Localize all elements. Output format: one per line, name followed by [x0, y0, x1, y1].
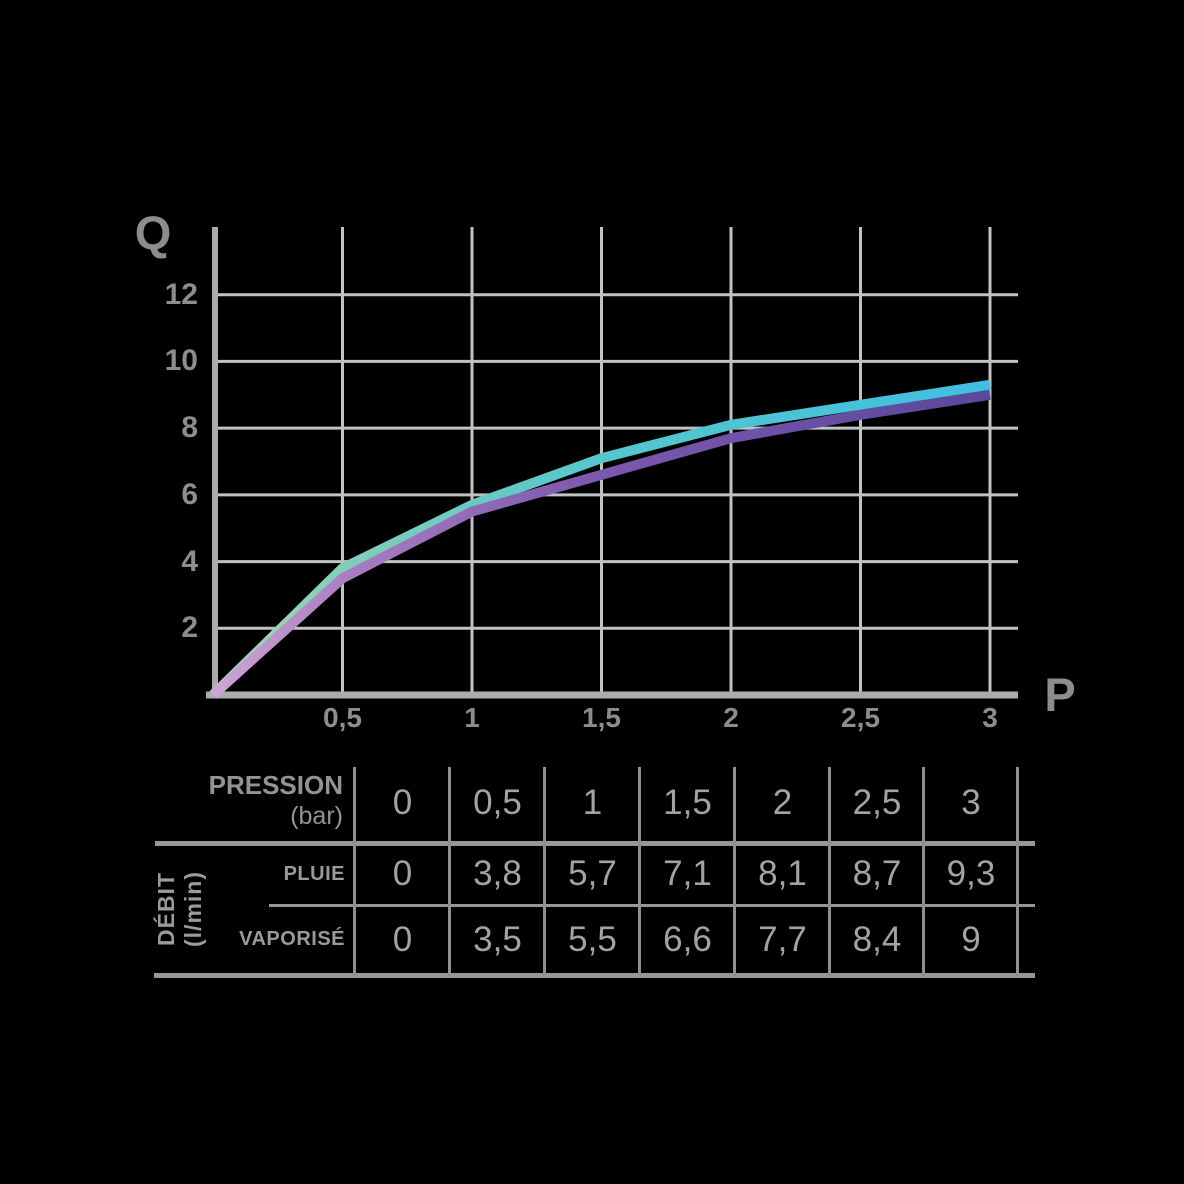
row-label-pluie: PLUIE: [283, 862, 345, 885]
x-tick-label: 1,5: [582, 702, 621, 733]
flow-value-cell: 5,5: [568, 919, 617, 959]
flow-value-cell: 3,5: [473, 919, 522, 959]
pressure-value-cell: 3: [961, 783, 981, 822]
axes: [206, 227, 1018, 699]
series-line-pluie: [209, 379, 991, 699]
table-column-border: [922, 767, 925, 977]
table-header-underline: [155, 841, 1035, 846]
table-column-border: [638, 767, 641, 977]
flow-value-cell: 8,7: [852, 854, 902, 893]
table-column-border: [543, 767, 546, 977]
x-tick-label: 3: [982, 702, 998, 733]
x-tick-label: 1: [464, 702, 480, 733]
pressure-value-cell: 1: [582, 783, 603, 822]
y-tick-label: 6: [181, 477, 198, 511]
table-column-border: [448, 767, 451, 977]
flow-value-cell: 6,6: [663, 919, 712, 959]
pressure-value-cell: 1,5: [663, 783, 712, 822]
table-column-border: [353, 767, 356, 977]
pressure-title: PRESSION: [208, 770, 343, 800]
table-column-border: [828, 767, 831, 977]
x-tick-label: 0,5: [323, 702, 362, 733]
y-tick-label: 8: [181, 411, 198, 445]
flow-value-cell: 9: [961, 919, 981, 959]
flow-value-cell: 5,7: [568, 854, 617, 893]
y-tick-label: 12: [164, 277, 198, 311]
table-column-border: [1016, 767, 1019, 977]
pressure-header-label: PRESSION (bar): [142, 769, 343, 831]
flow-value-cell: 7,1: [663, 854, 712, 893]
flow-value-cell: 0: [392, 854, 413, 893]
flow-value-cell: 3,8: [473, 854, 522, 893]
row-label-vaporise: VAPORISÉ: [239, 928, 345, 950]
flow-value-cell: 7,7: [758, 919, 807, 959]
pressure-value-cell: 2,5: [852, 783, 902, 822]
x-tick-label: 2,5: [841, 702, 880, 733]
pressure-value-cell: 2: [772, 783, 793, 822]
pressure-value-cell: 0: [392, 783, 413, 822]
pressure-unit: (bar): [290, 802, 343, 830]
y-tick-label: 10: [164, 344, 198, 378]
flow-title: DÉBIT: [153, 872, 179, 946]
table-bottom-line: [154, 973, 1035, 978]
y-tick-label: 4: [181, 544, 198, 578]
data-series: [209, 379, 991, 699]
gridlines: [213, 227, 1018, 695]
series-line-vaporise: [209, 389, 991, 699]
flow-value-cell: 0: [392, 919, 413, 959]
flow-group-label-text: DÉBIT (l/min): [153, 871, 207, 947]
table-row-separator: [269, 904, 1035, 907]
pressure-value-cell: 0,5: [473, 783, 522, 822]
flow-value-cell: 8,4: [852, 919, 902, 959]
flow-value-cell: 9,3: [946, 854, 996, 893]
x-axis-title: P: [1044, 668, 1076, 721]
y-tick-label: 2: [181, 611, 198, 645]
flow-value-cell: 8,1: [758, 854, 807, 893]
table-column-border: [733, 767, 736, 977]
y-axis-title: Q: [134, 206, 172, 259]
x-tick-label: 2: [723, 702, 739, 733]
